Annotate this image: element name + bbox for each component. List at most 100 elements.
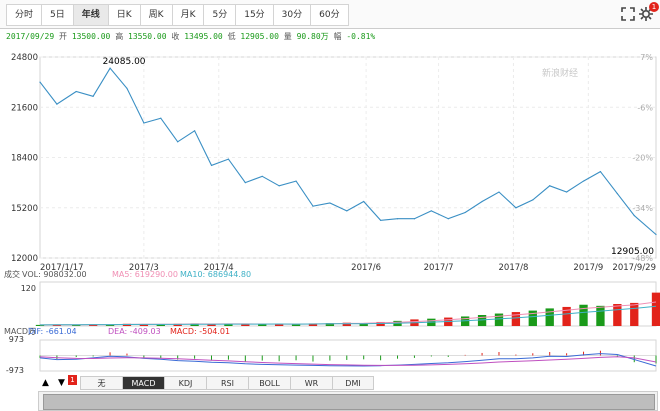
y-tick-label: 24800	[11, 53, 38, 63]
volume-bar	[477, 315, 487, 326]
price-point	[329, 202, 331, 204]
ma10-legend: MA10: 686944.80	[180, 270, 251, 279]
dea-line	[39, 356, 657, 366]
price-point	[244, 182, 246, 184]
price-point	[532, 199, 534, 201]
price-point	[75, 90, 77, 93]
indicator-tab-4[interactable]: BOLL	[248, 376, 290, 390]
change-value: -0.81%	[346, 32, 376, 41]
tab-7[interactable]: 15分	[235, 4, 273, 26]
high-label: 高	[115, 32, 124, 41]
gear-icon[interactable]	[638, 6, 654, 22]
tab-3[interactable]: 日K	[107, 4, 140, 26]
tab-8[interactable]: 30分	[272, 4, 311, 26]
scroll-down-arrow[interactable]: ▼	[58, 378, 65, 388]
indicator-tab-2[interactable]: KDJ	[164, 376, 206, 390]
price-point	[210, 164, 213, 166]
volume-bar	[359, 323, 368, 326]
range-navigator[interactable]	[38, 391, 658, 411]
indicator-tab-1[interactable]: MACD	[122, 376, 164, 390]
volume-bar	[274, 323, 284, 326]
close-label: 收	[171, 32, 180, 41]
x-tick-label: 2017/1/17	[40, 263, 84, 273]
volume-bar	[596, 305, 605, 326]
x-tick-label: 2017/3	[129, 263, 159, 273]
volume-bar	[342, 322, 351, 326]
price-point	[599, 171, 602, 173]
tab-0[interactable]: 分时	[6, 4, 42, 26]
quote-summary: 2017/09/29 开 13500.00 高 13550.00 收 13495…	[6, 31, 656, 43]
price-point	[56, 103, 58, 105]
volume-title: 成交	[4, 269, 20, 279]
price-point	[396, 218, 399, 220]
indicator-tab-0[interactable]: 无	[80, 376, 122, 390]
price-point	[295, 180, 297, 182]
tab-6[interactable]: 5分	[203, 4, 236, 26]
low-value: 12905.00	[240, 32, 279, 41]
price-point	[481, 200, 483, 203]
price-line	[39, 67, 657, 235]
volume-value: 90.80万	[296, 32, 329, 41]
price-point	[430, 210, 432, 212]
volume-bar	[528, 310, 537, 326]
price-point	[312, 205, 314, 207]
volume-bar	[494, 313, 504, 326]
price-point	[380, 219, 382, 221]
volume-bar	[651, 292, 660, 326]
macd-value-legend: MACD: -504.01	[170, 327, 230, 336]
macd-title: MACD	[4, 327, 28, 336]
stock-chart[interactable]: 新浪财经 24800 7% 21600 -6% 18400 -20% 15200 -34% 120…	[0, 44, 660, 375]
indicator-tabs: 无 MACD KDJ RSI BOLL WR DMI	[80, 376, 374, 390]
volume-bar	[562, 306, 571, 326]
price-point	[413, 218, 416, 220]
volume-bar	[308, 323, 318, 326]
x-tick-label: 2017/4	[204, 263, 234, 273]
volume-axis-unit: 万	[28, 327, 36, 336]
change-label: 幅	[333, 32, 342, 41]
indicator-tab-5[interactable]: WR	[290, 376, 332, 390]
volume-bar	[613, 304, 622, 326]
price-point	[464, 211, 466, 214]
tab-9[interactable]: 60分	[310, 4, 349, 26]
pct-tick-label: -6%	[637, 103, 653, 112]
indicator-tab-6[interactable]: DMI	[332, 376, 374, 390]
tab-5[interactable]: 月K	[171, 4, 204, 26]
scroll-up-arrow[interactable]: ▲	[42, 378, 49, 388]
price-point	[447, 218, 449, 220]
expand-icon[interactable]	[620, 6, 636, 22]
close-value: 13495.00	[184, 32, 223, 41]
volume-axis-top: 120	[21, 284, 36, 293]
watermark: 新浪财经	[542, 67, 578, 79]
open-label: 开	[59, 32, 67, 41]
y-tick-label: 21600	[11, 103, 38, 113]
volume-bar	[630, 302, 639, 326]
x-tick-label: 2017/6	[351, 263, 381, 273]
x-tick-label: 2017/8	[499, 263, 529, 273]
range-window[interactable]	[43, 394, 655, 410]
volume-bar	[35, 324, 45, 326]
volume-ma10-line	[39, 305, 657, 326]
price-point	[515, 207, 517, 209]
dif-legend: DIF: -661.04	[28, 327, 77, 336]
max-label: 24085.00	[103, 57, 146, 67]
quote-date: 2017/09/29	[6, 32, 55, 41]
price-point	[616, 193, 618, 195]
tab-2[interactable]: 年线	[72, 4, 108, 26]
y-tick-label: 15200	[11, 204, 38, 214]
tab-1[interactable]: 5日	[41, 4, 73, 26]
price-point	[633, 215, 635, 217]
price-point	[109, 67, 111, 69]
price-point	[194, 130, 196, 132]
volume-bar	[258, 324, 267, 326]
tab-4[interactable]: 周K	[139, 4, 172, 26]
volume-bar	[156, 324, 165, 326]
pct-tick-label: -20%	[632, 154, 653, 163]
volume-label: 量	[283, 32, 292, 41]
pct-tick-label: -34%	[632, 204, 653, 213]
volume-bar	[579, 304, 588, 326]
volume-value-legend: VOL: 908032.00	[22, 270, 87, 279]
price-point	[177, 141, 179, 143]
indicator-tab-3[interactable]: RSI	[206, 376, 248, 390]
price-point	[160, 117, 162, 119]
price-point	[582, 180, 585, 182]
